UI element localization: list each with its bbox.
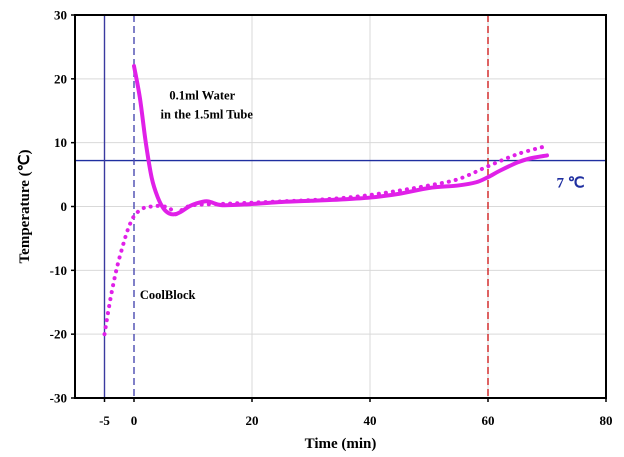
chart-annotation: CoolBlock [140, 288, 196, 302]
x-tick-label: 20 [246, 413, 259, 428]
x-tick-label: 40 [364, 413, 377, 428]
chart-annotation: in the 1.5ml Tube [161, 107, 254, 121]
y-tick-label: 10 [54, 135, 67, 150]
grid [75, 15, 606, 398]
y-tick-label: -10 [50, 263, 67, 278]
y-tick-label: 30 [54, 8, 67, 23]
y-axis-label: Temperature (℃) [17, 150, 33, 264]
reference-line-label: 7 ℃ [557, 176, 585, 192]
x-tick-label: -5 [99, 413, 110, 428]
y-tick-label: 0 [61, 199, 68, 214]
tick-marks [71, 14, 607, 402]
y-tick-label: -30 [50, 391, 67, 406]
x-tick-label: 60 [482, 413, 495, 428]
series-layer [102, 64, 549, 337]
y-tick-label: -20 [50, 327, 67, 342]
x-tick-labels: -5 0 20 40 60 80 [99, 413, 612, 428]
annotations: 0.1ml Water in the 1.5ml Tube CoolBlock [140, 88, 253, 302]
x-axis-label: Time (min) [305, 436, 377, 452]
y-tick-label: 20 [54, 71, 67, 86]
series-line-dotted [102, 143, 549, 337]
chart-annotation: 0.1ml Water [169, 88, 235, 102]
x-tick-label: 80 [600, 413, 613, 428]
x-tick-label: 0 [131, 413, 138, 428]
y-tick-labels: -30 -20 -10 0 10 20 30 [50, 8, 67, 406]
